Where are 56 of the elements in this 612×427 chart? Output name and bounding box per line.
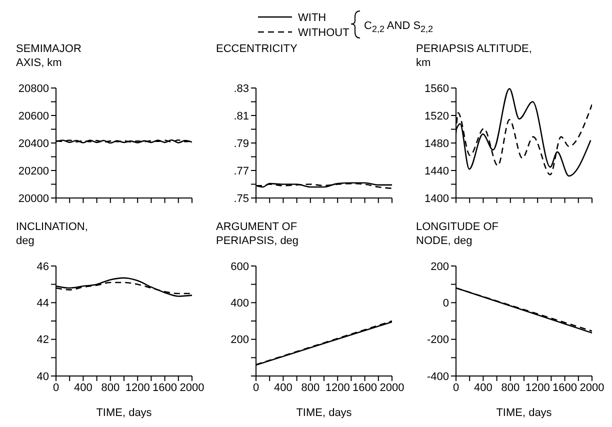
x-tick-label: 0 bbox=[252, 382, 260, 394]
chart-title: ECCENTRICITY bbox=[216, 42, 298, 56]
x-tick-label: 2000 bbox=[580, 382, 604, 394]
chart-title: LONGITUDE OF NODE, deg bbox=[416, 220, 499, 248]
x-tick-label: 1600 bbox=[552, 382, 578, 394]
y-tick-label: 1400 bbox=[424, 192, 449, 205]
y-tick-label: 1440 bbox=[424, 165, 449, 178]
x-tick-label: 800 bbox=[101, 382, 120, 394]
chart-title: PERIAPSIS ALTITUDE, km bbox=[416, 42, 532, 70]
x-tick-label: 400 bbox=[74, 382, 92, 394]
x-tick-label: 1200 bbox=[325, 382, 350, 394]
legend-title: C$_{2,2}$ AND S$_{2,2}$ bbox=[364, 20, 434, 34]
x-tick-label: 1200 bbox=[125, 382, 150, 394]
y-tick-label: 20200 bbox=[18, 165, 49, 178]
chart-title: SEMIMAJOR AXIS, km bbox=[16, 42, 82, 70]
legend-label: WITHOUT bbox=[298, 27, 350, 39]
x-tick-label: 1600 bbox=[352, 382, 378, 394]
x-tick-label: 0 bbox=[452, 382, 460, 394]
y-tick-label: 0 bbox=[442, 298, 449, 310]
y-tick-label: 1560 bbox=[424, 82, 449, 95]
y-tick-label: 20400 bbox=[18, 138, 49, 150]
y-tick-label: 1520 bbox=[424, 110, 449, 122]
y-tick-label: 1480 bbox=[424, 138, 449, 150]
y-tick-label: 200 bbox=[430, 260, 449, 273]
chart-title: INCLINATION, deg bbox=[16, 220, 88, 248]
legend-label: WITH bbox=[298, 12, 326, 24]
y-tick-label: 20800 bbox=[18, 82, 49, 95]
y-tick-label: 40 bbox=[36, 370, 49, 383]
x-tick-label: 400 bbox=[474, 382, 492, 394]
x-tick-label: 1600 bbox=[152, 382, 178, 394]
y-tick-label: .81 bbox=[234, 110, 249, 122]
y-tick-label: 600 bbox=[230, 260, 249, 273]
y-tick-label: .77 bbox=[234, 165, 249, 178]
y-tick-label: .79 bbox=[234, 138, 249, 150]
y-tick-label: 42 bbox=[36, 334, 49, 346]
chart-title: ARGUMENT OF PERIAPSIS, deg bbox=[216, 220, 299, 248]
x-axis-title: TIME, days bbox=[496, 407, 552, 419]
y-tick-label: 46 bbox=[36, 260, 49, 273]
y-tick-label: -400 bbox=[426, 370, 449, 383]
x-tick-label: 2000 bbox=[180, 382, 204, 394]
x-tick-label: 800 bbox=[501, 382, 520, 394]
y-tick-label: 400 bbox=[230, 298, 249, 310]
y-tick-label: .83 bbox=[234, 82, 249, 95]
x-tick-label: 800 bbox=[301, 382, 320, 394]
y-tick-label: 200 bbox=[230, 334, 249, 346]
y-tick-label: .75 bbox=[234, 192, 249, 205]
x-tick-label: 400 bbox=[274, 382, 292, 394]
x-axis-title: TIME, days bbox=[296, 407, 352, 419]
x-axis-title: TIME, days bbox=[96, 407, 152, 419]
x-tick-label: 0 bbox=[52, 382, 60, 394]
x-tick-label: 1200 bbox=[525, 382, 550, 394]
y-tick-label: 44 bbox=[36, 298, 49, 310]
y-tick-label: 20600 bbox=[18, 110, 49, 122]
y-tick-label: -200 bbox=[426, 334, 449, 346]
y-tick-label: 20000 bbox=[18, 192, 49, 205]
x-tick-label: 2000 bbox=[380, 382, 404, 394]
